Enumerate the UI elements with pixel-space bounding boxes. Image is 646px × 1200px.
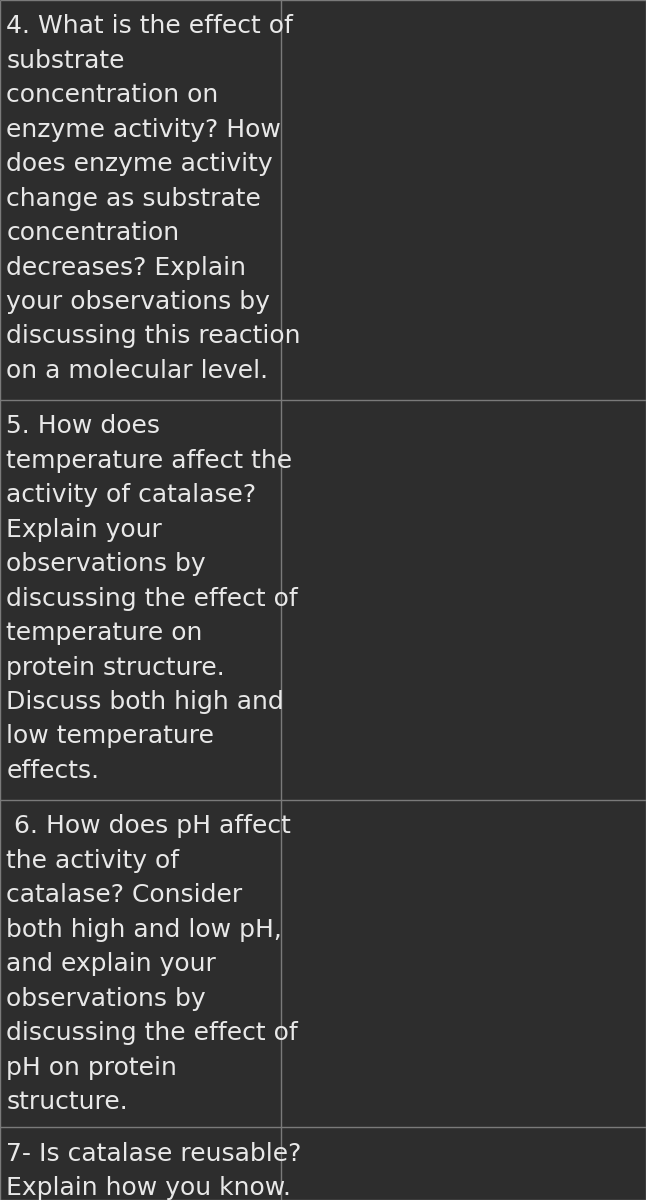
Text: 4. What is the effect of
substrate
concentration on
enzyme activity? How
does en: 4. What is the effect of substrate conce… [6,14,301,383]
Bar [0,400,281,800]
Bar [0,800,281,1127]
Bar [281,0,646,400]
Bar [281,400,646,800]
Text: 6. How does pH affect
the activity of
catalase? Consider
both high and low pH,
a: 6. How does pH affect the activity of ca… [6,815,298,1114]
Bar [281,1127,646,1200]
Bar [0,0,281,400]
Text: 7- Is catalase reusable?
Explain how you know.: 7- Is catalase reusable? Explain how you… [6,1141,302,1200]
Bar [281,800,646,1127]
Bar [0,1127,281,1200]
Text: 5. How does
temperature affect the
activity of catalase?
Explain your
observatio: 5. How does temperature affect the activ… [6,414,298,782]
